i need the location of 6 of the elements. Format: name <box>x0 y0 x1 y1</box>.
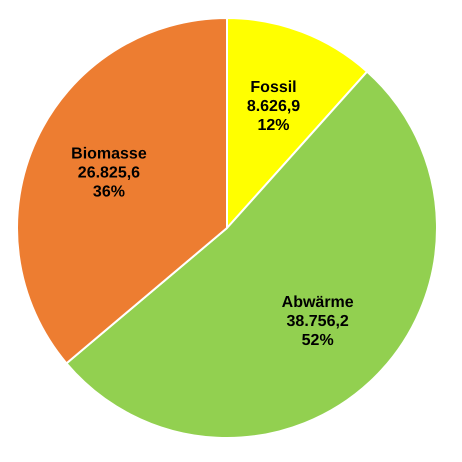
slice-label: Biomasse <box>71 146 147 163</box>
slice-label: Fossil <box>250 78 297 96</box>
data-label: 38.756,2 52% <box>286 312 349 349</box>
data-label: 8.626,9 12% <box>246 98 300 134</box>
slice-label: Abwärme <box>282 294 354 311</box>
data-label: 26.825,6 36% <box>78 164 140 201</box>
